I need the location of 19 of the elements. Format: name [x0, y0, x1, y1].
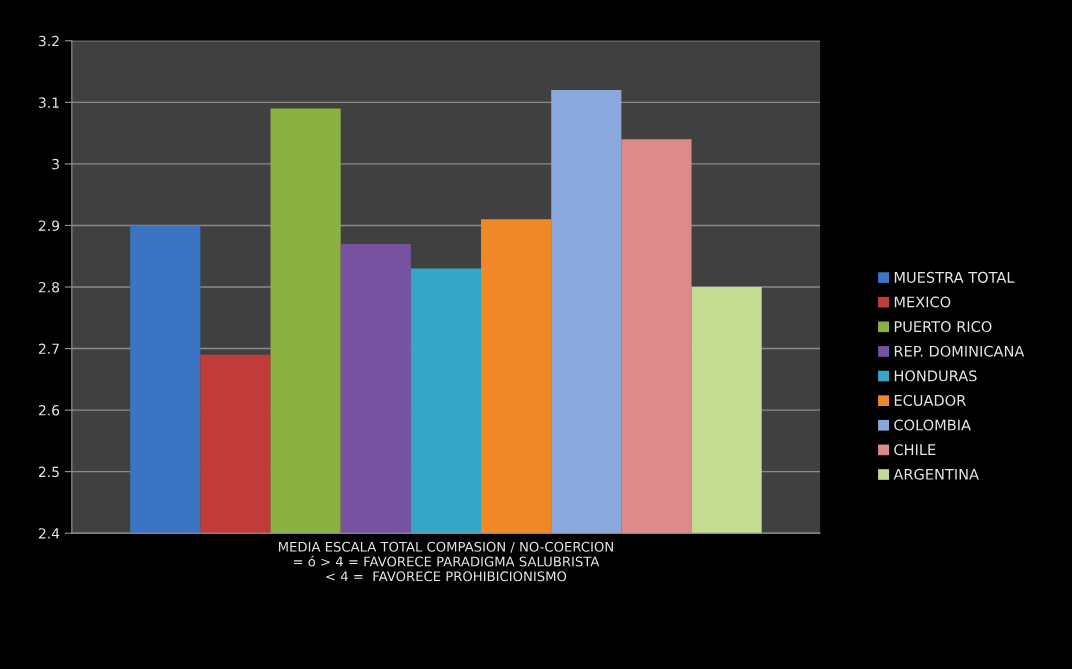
legend-label: ECUADOR: [894, 394, 966, 406]
legend-label: ARGENTINA: [893, 468, 979, 480]
legend-label: CHILE: [894, 444, 936, 456]
legend-label: MUESTRA TOTAL: [894, 271, 1015, 283]
x-tick-label: MEDIA ESCALA TOTAL COMPASION / NO-COERCION = ó > 4 = FAVORECE PARADIGMA SALUBRISTA < 4 = FAVORECE PROHIBICIONISMO: [278, 541, 613, 582]
legend-label: MEXICO: [894, 296, 951, 308]
y-tick-label: 2.6: [38, 405, 60, 416]
legend-label: PUERTO RICO: [894, 321, 992, 333]
y-tick-label: 2.5: [38, 466, 59, 478]
y-tick-label: 3: [52, 158, 59, 170]
y-tick-label: 2.9: [38, 220, 60, 231]
legend-label: REP. DOMINICANA: [894, 345, 1025, 357]
y-tick-label: 2.4: [38, 528, 60, 539]
y-tick-label: 2.7: [38, 343, 59, 354]
y-tick-label: 3.1: [38, 97, 59, 108]
y-tick-label: 3.2: [38, 35, 59, 47]
legend-label: COLOMBIA: [894, 419, 971, 431]
y-tick-label: 2.8: [38, 281, 60, 293]
legend-label: HONDURAS: [894, 370, 977, 382]
